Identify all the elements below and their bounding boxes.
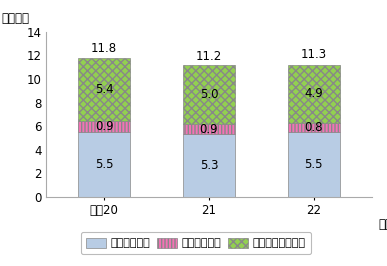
Text: 11.3: 11.3 bbox=[301, 48, 327, 61]
Bar bbox=[288, 132, 340, 197]
Bar bbox=[78, 122, 130, 132]
Text: 11.2: 11.2 bbox=[196, 49, 222, 63]
Text: 0.9: 0.9 bbox=[200, 123, 218, 136]
Bar bbox=[183, 65, 235, 124]
Text: 4.9: 4.9 bbox=[305, 87, 323, 100]
Text: （兆円）: （兆円） bbox=[1, 12, 29, 25]
Bar bbox=[288, 123, 340, 132]
Text: 5.5: 5.5 bbox=[95, 158, 113, 171]
Text: 5.4: 5.4 bbox=[95, 83, 113, 96]
Bar bbox=[288, 65, 340, 123]
Text: 5.5: 5.5 bbox=[305, 158, 323, 171]
Text: 0.8: 0.8 bbox=[305, 121, 323, 134]
Text: 0.9: 0.9 bbox=[95, 120, 113, 133]
Text: 5.0: 5.0 bbox=[200, 88, 218, 101]
Bar bbox=[78, 58, 130, 122]
Bar bbox=[78, 132, 130, 197]
Bar bbox=[183, 124, 235, 134]
Legend: 映像系ソフト, 音声系ソフト, テキスト系ソフト: 映像系ソフト, 音声系ソフト, テキスト系ソフト bbox=[81, 232, 311, 254]
Text: （年）: （年） bbox=[378, 218, 387, 231]
Bar bbox=[183, 134, 235, 197]
Text: 11.8: 11.8 bbox=[91, 43, 117, 56]
Text: 5.3: 5.3 bbox=[200, 159, 218, 172]
